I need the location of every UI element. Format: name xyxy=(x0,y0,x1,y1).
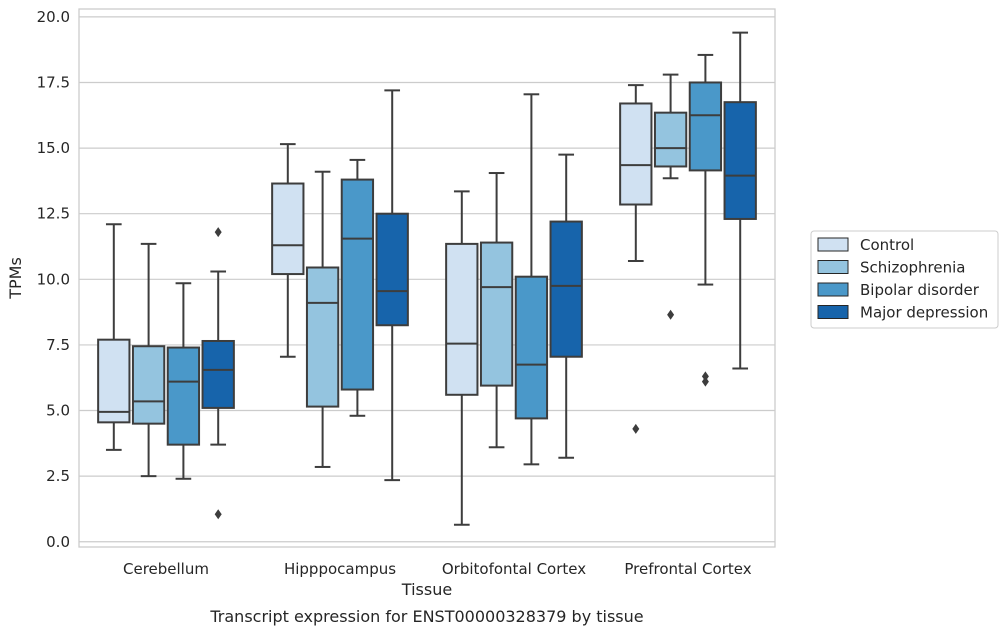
box-major-depression xyxy=(723,31,757,370)
box-iqr xyxy=(271,182,305,276)
box-iqr xyxy=(688,81,723,172)
box-iqr xyxy=(131,345,166,425)
box-iqr xyxy=(340,178,375,391)
outlier-point xyxy=(701,376,709,387)
legend: Control Schizophrenia Bipolar disorder Majo… xyxy=(810,230,999,329)
x-tick-label: Prefrontal Cortex xyxy=(624,560,751,578)
box-major-depression xyxy=(549,153,583,459)
y-tick-label: 5.0 xyxy=(46,402,70,420)
box-iqr xyxy=(723,101,757,220)
legend-swatch xyxy=(817,305,849,319)
legend-swatch xyxy=(817,282,849,297)
x-tick-labels: Cerebellum Hipppocampus Orbitofontal Corte… xyxy=(123,560,752,578)
outlier-point xyxy=(701,371,709,382)
box-schizophrenia xyxy=(305,170,340,468)
box-groups xyxy=(97,31,757,526)
box-control xyxy=(97,223,131,451)
box-iqr xyxy=(97,338,131,424)
box-iqr xyxy=(653,111,688,168)
box-iqr xyxy=(479,241,514,387)
legend-label: Bipolar disorder xyxy=(860,281,980,299)
legend-frame xyxy=(810,230,999,329)
legend-label: Control xyxy=(860,236,914,254)
legend-swatch xyxy=(817,260,849,274)
box-bipolar-disorder xyxy=(340,158,375,417)
plot-frame xyxy=(78,8,776,548)
box-bipolar-disorder xyxy=(688,53,723,387)
box-schizophrenia xyxy=(479,172,514,449)
outlier-point xyxy=(214,509,222,520)
box-major-depression xyxy=(375,89,409,482)
y-tick-label: 12.5 xyxy=(37,205,70,223)
box-schizophrenia xyxy=(653,73,688,320)
y-tick-label: 17.5 xyxy=(37,73,70,91)
y-tick-label: 7.5 xyxy=(46,336,70,354)
x-axis-title: Tissue xyxy=(401,580,452,599)
box-control xyxy=(619,84,653,434)
y-tick-label: 10.0 xyxy=(37,270,70,288)
box-bipolar-disorder xyxy=(514,93,549,466)
y-tick-label: 15.0 xyxy=(37,139,70,157)
box-control xyxy=(271,143,305,358)
legend-label: Schizophrenia xyxy=(860,259,965,277)
box-major-depression xyxy=(201,227,235,520)
box-iqr xyxy=(514,275,549,420)
outlier-point xyxy=(632,423,640,434)
box-control xyxy=(445,190,479,526)
box-schizophrenia xyxy=(131,242,166,478)
outlier-point xyxy=(214,227,222,238)
y-tick-label: 2.5 xyxy=(46,467,70,485)
legend-swatch xyxy=(817,237,849,252)
y-tick-label: 0.0 xyxy=(46,533,70,551)
box-iqr xyxy=(375,212,409,327)
box-iqr xyxy=(445,242,479,396)
x-tick-label: Orbitofontal Cortex xyxy=(442,560,586,578)
x-tick-label: Cerebellum xyxy=(123,560,209,578)
box-bipolar-disorder xyxy=(166,282,201,480)
y-axis-title: TPMs xyxy=(6,257,25,300)
box-iqr xyxy=(305,266,340,408)
x-tick-label: Hipppocampus xyxy=(284,560,396,578)
box-iqr xyxy=(166,346,201,446)
y-tick-label: 20.0 xyxy=(37,8,70,26)
legend-label: Major depression xyxy=(860,304,988,322)
y-tick-labels: 0.0 2.5 5.0 7.5 10.0 12.5 15.0 17.5 20.0 xyxy=(37,8,70,551)
chart-caption: Transcript expression for ENST0000032837… xyxy=(209,607,643,626)
box-iqr xyxy=(619,102,653,206)
box-iqr xyxy=(549,220,583,358)
outlier-point xyxy=(667,309,675,320)
box-iqr xyxy=(201,339,235,409)
